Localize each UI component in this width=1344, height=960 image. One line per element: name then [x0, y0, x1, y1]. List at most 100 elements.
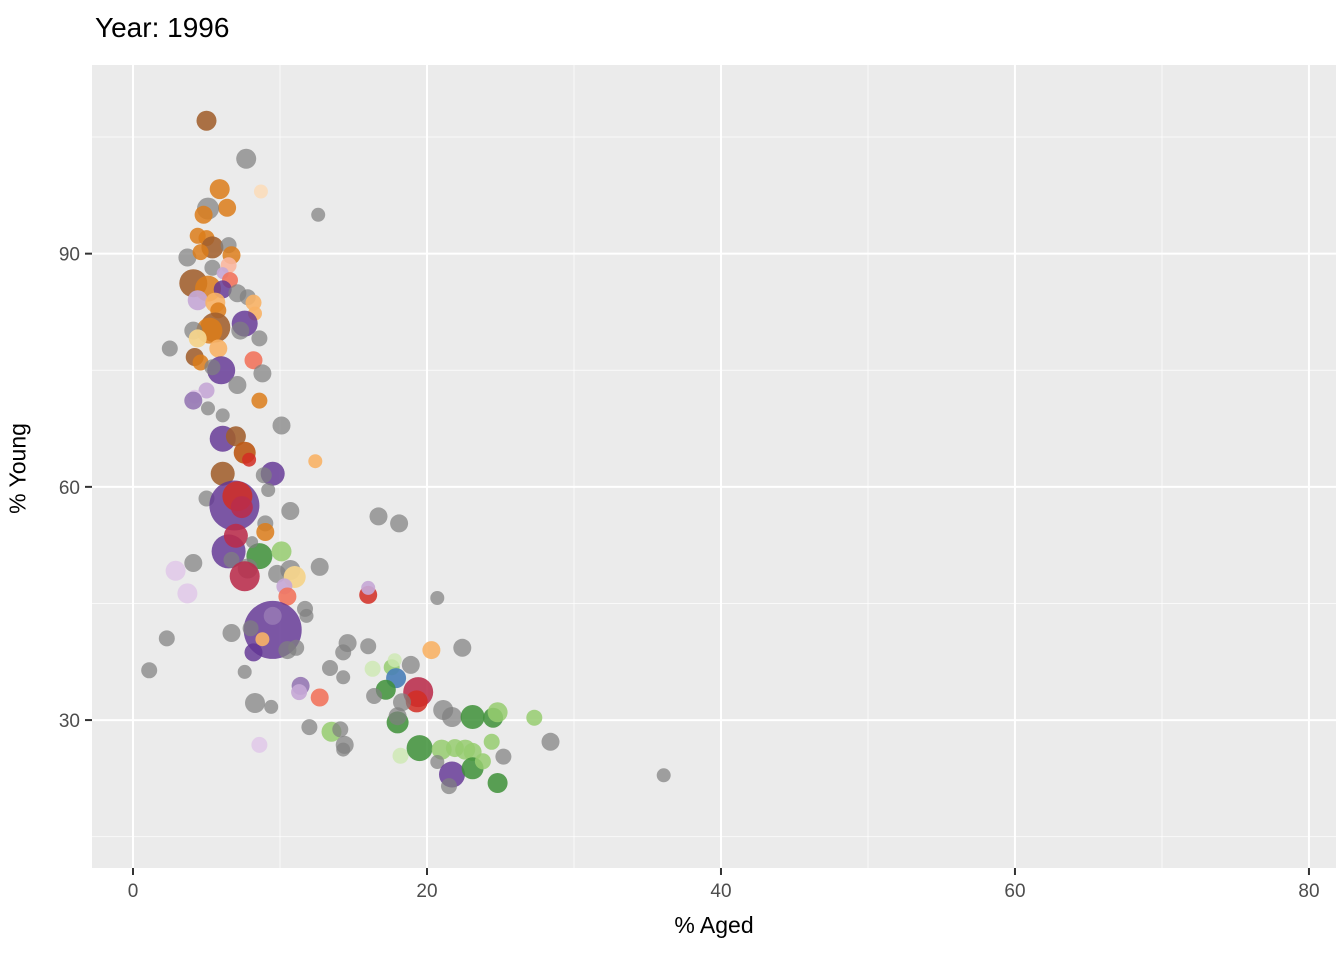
data-point — [335, 644, 352, 661]
data-point — [209, 179, 230, 200]
data-point — [310, 557, 329, 576]
data-point — [388, 707, 407, 726]
data-point — [165, 560, 186, 581]
data-point — [192, 244, 209, 261]
data-point — [245, 693, 265, 713]
data-point — [401, 655, 420, 674]
data-point — [332, 721, 349, 738]
data-point — [299, 608, 314, 623]
data-point — [278, 587, 297, 606]
data-point — [364, 660, 381, 677]
data-point — [255, 467, 272, 484]
data-point — [236, 148, 257, 169]
data-point — [264, 699, 279, 714]
panel-background — [92, 65, 1336, 868]
data-point — [225, 426, 246, 447]
data-point — [322, 660, 338, 676]
data-point — [223, 523, 248, 548]
data-point — [281, 502, 300, 520]
data-point — [251, 392, 268, 409]
data-point — [405, 690, 428, 713]
data-point — [483, 733, 500, 750]
data-point — [430, 591, 445, 605]
data-point — [656, 768, 671, 783]
data-point — [487, 773, 508, 793]
data-point — [204, 359, 221, 376]
data-point — [222, 624, 241, 642]
data-point — [245, 294, 262, 311]
data-point — [204, 259, 221, 276]
data-point — [392, 747, 409, 764]
x-axis-title: % Aged — [674, 912, 754, 938]
data-point — [244, 351, 263, 370]
data-point — [223, 551, 240, 568]
data-point — [487, 702, 508, 723]
data-point — [161, 340, 178, 357]
data-point — [251, 736, 268, 753]
data-point — [228, 376, 247, 394]
data-point — [253, 184, 268, 199]
data-point — [201, 401, 215, 416]
x-tick-label: 0 — [128, 881, 139, 902]
data-point — [291, 684, 308, 701]
data-point — [256, 523, 275, 541]
data-point — [210, 461, 235, 486]
data-point — [242, 620, 259, 637]
data-point — [251, 330, 268, 347]
y-tick-label: 30 — [59, 711, 80, 732]
data-point — [271, 541, 292, 562]
data-point — [187, 290, 208, 311]
data-point — [390, 514, 409, 533]
data-point — [311, 207, 326, 222]
data-point — [231, 321, 250, 340]
data-point — [336, 670, 351, 685]
data-point — [301, 719, 318, 736]
data-point — [215, 408, 230, 423]
data-point — [387, 653, 402, 668]
data-point — [310, 688, 329, 707]
data-point — [308, 454, 323, 469]
data-point — [184, 554, 203, 572]
data-point — [218, 198, 237, 217]
y-tick-label: 90 — [59, 245, 80, 266]
x-tick-label: 80 — [1298, 881, 1319, 902]
data-point — [430, 755, 445, 769]
data-point — [209, 339, 228, 358]
data-point — [244, 643, 263, 662]
data-point — [188, 329, 207, 348]
data-point — [178, 248, 197, 267]
data-point — [541, 732, 560, 751]
data-point — [442, 707, 462, 727]
data-point — [261, 483, 276, 497]
data-point — [141, 662, 158, 679]
data-point — [361, 580, 376, 595]
data-point — [360, 638, 377, 655]
y-axis-title: % Young — [4, 423, 31, 514]
data-point — [196, 110, 217, 131]
data-point — [177, 583, 198, 604]
data-point — [198, 382, 215, 399]
data-point — [453, 638, 472, 657]
data-point — [229, 561, 260, 592]
data-point — [474, 753, 491, 770]
data-point — [393, 693, 411, 712]
x-tick-label: 20 — [416, 881, 437, 902]
data-point — [194, 205, 213, 224]
data-point — [263, 606, 282, 625]
data-point — [406, 735, 433, 762]
data-point — [158, 630, 175, 647]
data-point — [253, 364, 272, 383]
data-point — [441, 778, 457, 795]
data-point — [242, 452, 257, 467]
x-tick-label: 60 — [1004, 881, 1025, 902]
data-point — [366, 688, 383, 704]
data-point — [237, 664, 252, 679]
plot-title: Year: 1996 — [95, 12, 230, 43]
data-point — [422, 641, 441, 660]
y-tick-label: 60 — [59, 478, 80, 499]
data-point — [288, 639, 305, 656]
data-point — [230, 496, 253, 519]
data-point — [526, 709, 543, 726]
